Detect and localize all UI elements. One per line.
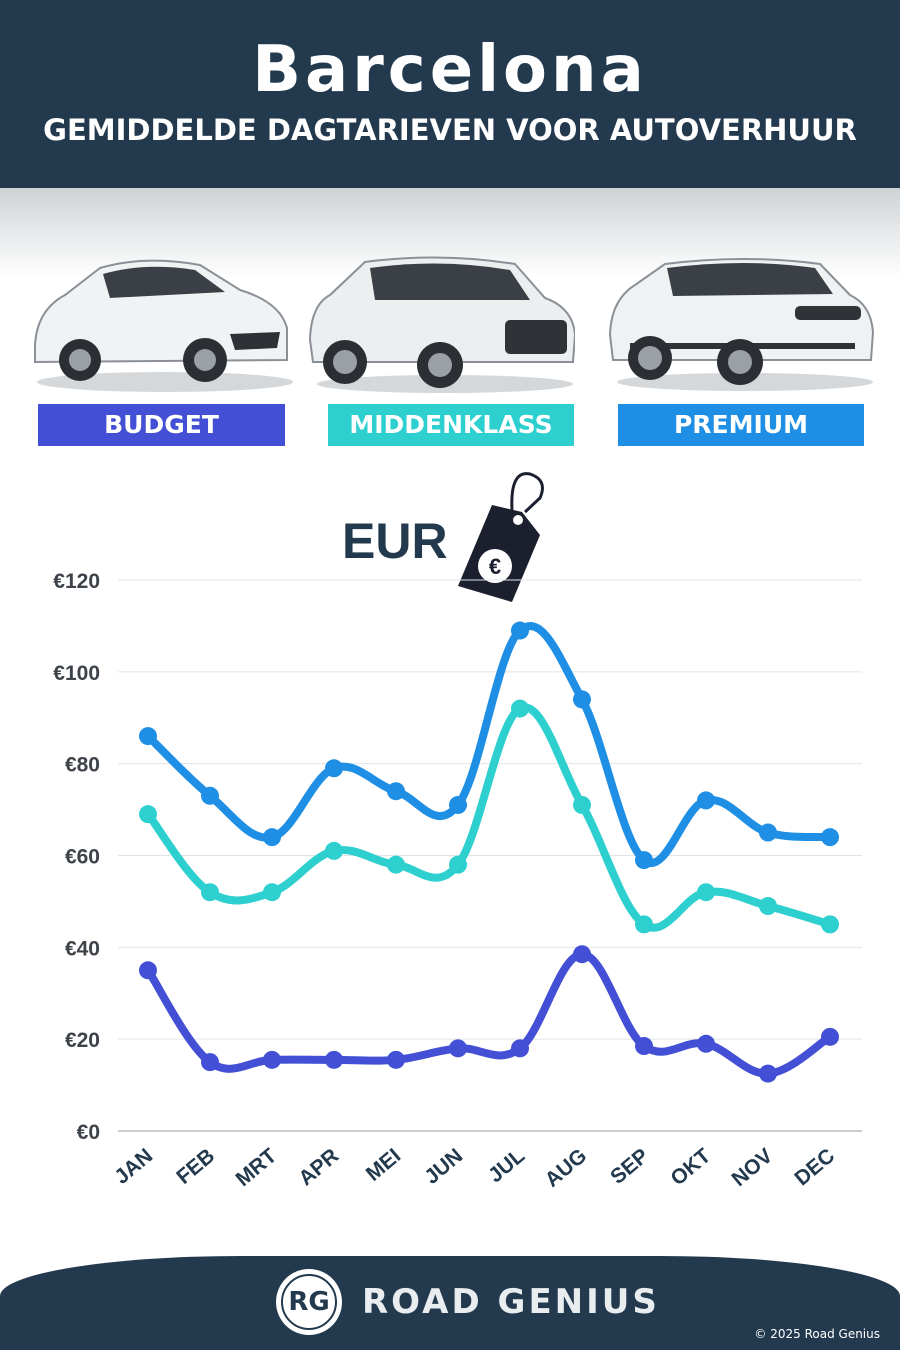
- data-point: [325, 759, 343, 778]
- x-tick-label: MEI: [362, 1144, 405, 1186]
- data-point: [263, 1050, 281, 1069]
- y-tick-label: €80: [65, 754, 100, 777]
- footer-bar: [0, 1256, 900, 1350]
- data-point: [449, 855, 467, 874]
- series-middenklass: [139, 699, 839, 934]
- data-point: [635, 851, 653, 870]
- y-tick-label: €0: [77, 1121, 100, 1144]
- data-point: [263, 828, 281, 847]
- data-point: [139, 805, 157, 824]
- x-tick-label: JUN: [420, 1144, 467, 1189]
- header-banner: Barcelona GEMIDDELDE DAGTARIEVEN VOOR AU…: [0, 0, 900, 188]
- x-tick-label: JUL: [484, 1144, 529, 1187]
- logo-monogram: RG: [281, 1274, 337, 1330]
- data-point: [821, 1027, 839, 1046]
- chart-series: [139, 621, 839, 1083]
- y-tick-label: €60: [65, 846, 100, 869]
- x-tick-label: FEB: [172, 1144, 219, 1189]
- data-point: [697, 883, 715, 902]
- euro-price-tag-icon: €: [458, 472, 544, 602]
- legend-premium: PREMIUM: [618, 404, 864, 446]
- data-point: [759, 1064, 777, 1083]
- data-point: [201, 1053, 219, 1072]
- road-genius-logo: RG: [276, 1269, 342, 1335]
- data-point: [759, 823, 777, 842]
- data-point: [573, 795, 591, 814]
- data-point: [635, 1037, 653, 1056]
- data-point: [449, 1039, 467, 1058]
- line-chart: EUR € €0 €20 €40 €60 €80 €100 €120 JAN FEB MRT AP…: [53, 472, 862, 1192]
- x-tick-label: AUG: [541, 1144, 592, 1192]
- premium-car-image: [608, 258, 875, 391]
- y-tick-label: €120: [53, 570, 100, 593]
- chart-gridlines: [118, 579, 862, 1132]
- x-axis: JAN FEB MRT APR MEI JUN JUL AUG SEP OKT NOV DEC: [110, 1144, 839, 1192]
- series-line: [144, 622, 834, 867]
- x-tick-label: DEC: [790, 1144, 839, 1190]
- data-point: [511, 1039, 529, 1058]
- data-point: [325, 841, 343, 860]
- data-point: [821, 828, 839, 847]
- series-line: [144, 950, 834, 1078]
- x-tick-label: JAN: [110, 1144, 157, 1189]
- copyright-text: © 2025 Road Genius: [754, 1327, 880, 1341]
- series-premium: [139, 621, 839, 870]
- y-tick-label: €100: [53, 662, 100, 685]
- series-budget: [139, 945, 839, 1083]
- data-point: [387, 782, 405, 801]
- page-subtitle: GEMIDDELDE DAGTARIEVEN VOOR AUTOVERHUUR: [43, 113, 857, 147]
- midsize-car-image: [308, 256, 575, 393]
- data-point: [697, 791, 715, 810]
- x-tick-label: OKT: [666, 1144, 715, 1190]
- data-point: [325, 1050, 343, 1069]
- data-point: [201, 786, 219, 805]
- data-point: [573, 945, 591, 964]
- data-point: [573, 690, 591, 709]
- svg-text:€: €: [489, 554, 501, 579]
- data-point: [821, 915, 839, 934]
- x-tick-label: SEP: [606, 1144, 653, 1189]
- legend-middenklass: MIDDENKLASS: [328, 404, 574, 446]
- data-point: [511, 621, 529, 640]
- x-tick-label: MRT: [232, 1144, 282, 1191]
- page-title: Barcelona: [252, 33, 648, 107]
- data-point: [201, 883, 219, 902]
- data-point: [139, 727, 157, 746]
- data-point: [635, 915, 653, 934]
- data-point: [139, 961, 157, 980]
- legend-budget: BUDGET: [38, 404, 285, 446]
- x-tick-label: APR: [294, 1144, 343, 1190]
- data-point: [697, 1034, 715, 1053]
- data-point: [449, 795, 467, 814]
- currency-label: EUR: [342, 513, 448, 569]
- y-axis: €0 €20 €40 €60 €80 €100 €120: [53, 570, 100, 1144]
- data-point: [511, 699, 529, 718]
- y-tick-label: €20: [65, 1029, 100, 1052]
- data-point: [387, 1050, 405, 1069]
- budget-car-image: [34, 259, 293, 392]
- series-line: [144, 703, 834, 932]
- y-tick-label: €40: [65, 937, 100, 960]
- brand-name: ROAD GENIUS: [362, 1282, 660, 1322]
- data-point: [263, 883, 281, 902]
- data-point: [387, 855, 405, 874]
- x-tick-label: NOV: [728, 1144, 778, 1191]
- data-point: [759, 897, 777, 916]
